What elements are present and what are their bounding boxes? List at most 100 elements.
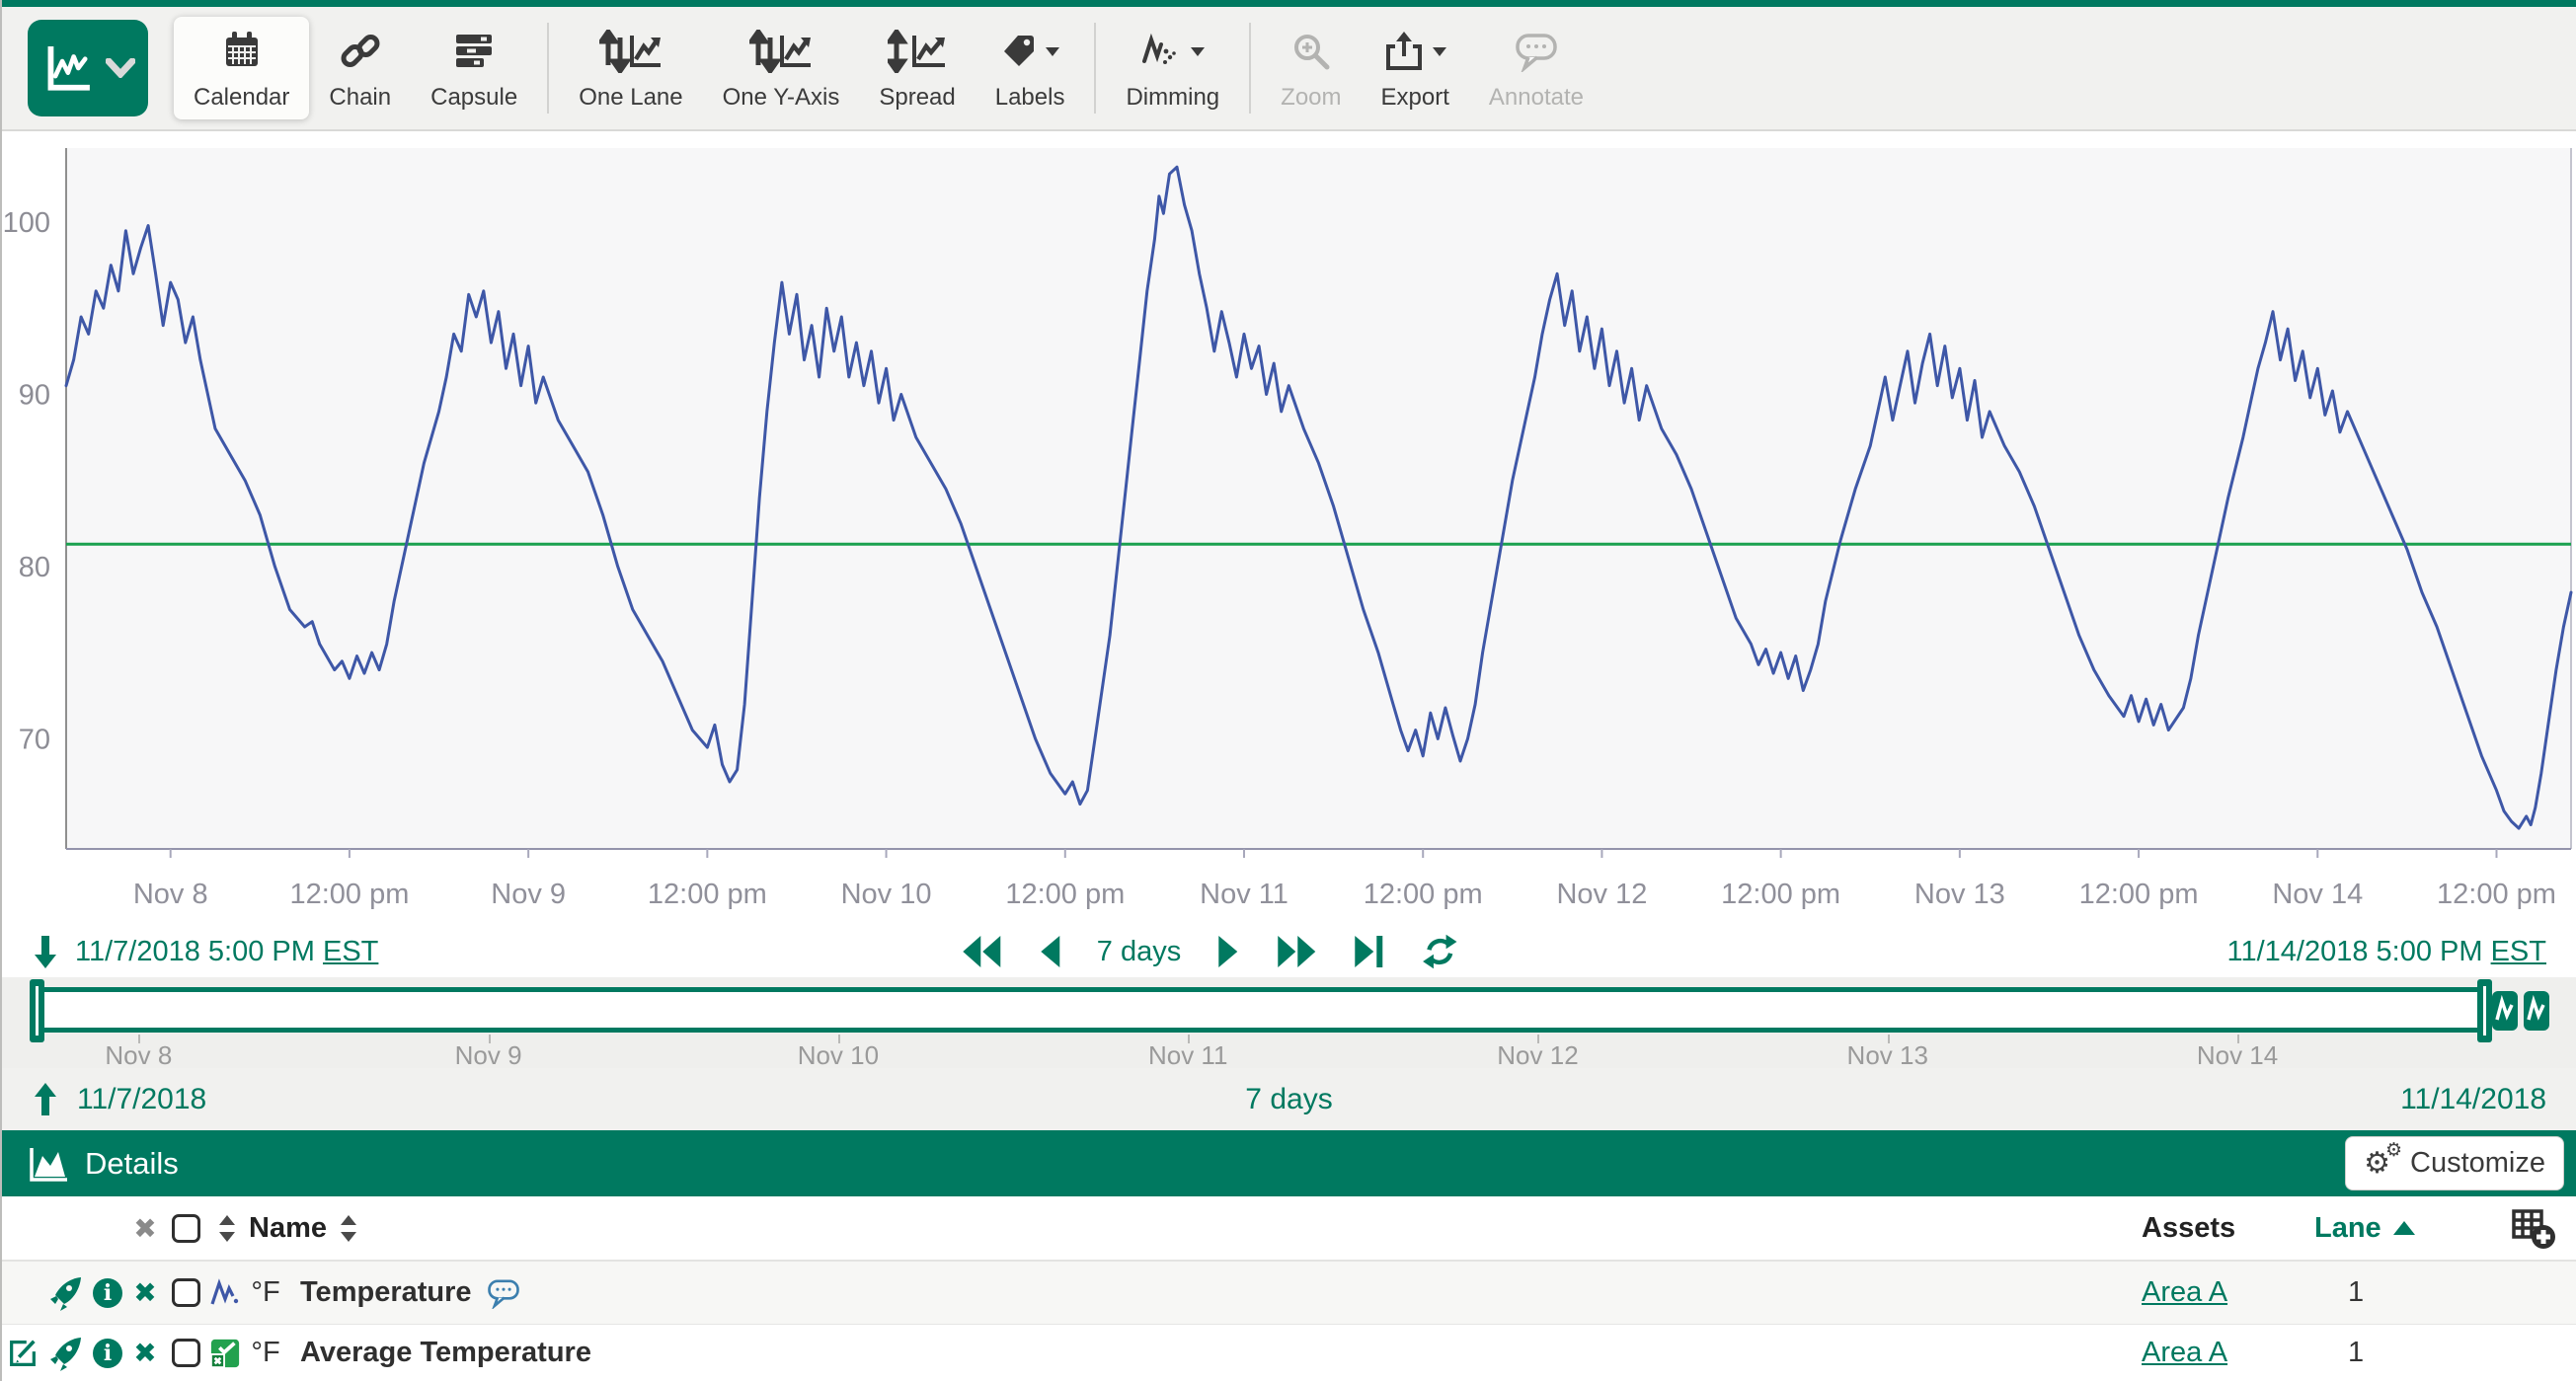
asset-link[interactable]: Area A <box>2142 1337 2228 1368</box>
lane-column-header[interactable]: Lane <box>2314 1211 2381 1244</box>
capsule-button-label: Capsule <box>430 84 518 111</box>
y-axis-label: 80 <box>19 552 50 583</box>
dimming-button[interactable]: Dimming <box>1106 17 1239 119</box>
item-name[interactable]: Average Temperature <box>300 1337 591 1368</box>
remove-all-icon[interactable]: ✖ <box>133 1212 157 1244</box>
select-all-checkbox[interactable] <box>171 1213 200 1243</box>
trend-chart[interactable]: 70 80 90 100 Nov 8 12:00 pm Nov 9 12:00 pm Nov 1… <box>2 131 2576 926</box>
timebar-left-handle[interactable] <box>30 979 44 1042</box>
sort-asc-icon <box>2392 1221 2415 1235</box>
step-back-button[interactable] <box>1038 935 1061 968</box>
one-lane-button-label: One Lane <box>579 84 683 111</box>
assets-column-header[interactable]: Assets <box>2142 1211 2236 1244</box>
chain-button[interactable]: Chain <box>309 17 411 119</box>
step-back-fast-button[interactable] <box>961 935 1002 968</box>
step-to-end-button[interactable] <box>1353 935 1384 968</box>
timebar-tick <box>1188 1035 1191 1043</box>
spread-button-label: Spread <box>879 84 956 111</box>
sort-icon[interactable] <box>219 1214 235 1242</box>
calendar-button[interactable]: Calendar <box>174 17 310 119</box>
x-axis-label: 12:00 pm <box>1005 879 1125 910</box>
x-axis-label: 12:00 pm <box>648 879 767 910</box>
spread-button[interactable]: Spread <box>859 17 975 119</box>
asset-swap-rocket-icon[interactable] <box>48 1336 84 1371</box>
refresh-icon[interactable] <box>1420 933 1459 970</box>
range-start-link[interactable]: 11/7/2018 5:00 PM EST <box>75 935 379 967</box>
zoom-button: Zoom <box>1261 17 1361 119</box>
display-range-row: 11/7/2018 5:00 PM EST 7 days 11/14/2018 … <box>2 926 2576 977</box>
toolbar-divider <box>1249 23 1252 114</box>
table-row-average-temperature[interactable]: i ✖ °F Average Temperature Area A 1 <box>2 1325 2576 1381</box>
step-forward-fast-button[interactable] <box>1276 935 1317 968</box>
x-axis-label: 12:00 pm <box>289 879 409 910</box>
one-lane-button[interactable]: One Lane <box>559 17 702 119</box>
zoom-icon <box>1290 27 1332 76</box>
plot-area <box>66 148 2571 849</box>
dual-trend-icon[interactable] <box>2491 989 2552 1037</box>
trend-view-menu-button[interactable] <box>28 20 148 116</box>
investigate-duration[interactable]: 7 days <box>1245 1082 1333 1115</box>
timebar-tick <box>1887 1035 1890 1043</box>
sort-icon[interactable] <box>341 1214 356 1242</box>
one-lane-icon <box>598 27 663 76</box>
x-axis-label: Nov 14 <box>2272 879 2363 910</box>
step-forward-button[interactable] <box>1216 935 1240 968</box>
edit-formula-icon[interactable] <box>6 1337 39 1370</box>
dimming-button-label: Dimming <box>1126 84 1220 111</box>
customize-button[interactable]: ⚙ ⚙ Customize <box>2345 1136 2564 1190</box>
caret-down-icon <box>1046 47 1060 56</box>
table-row-temperature[interactable]: i ✖ °F Temperature Area A 1 <box>2 1262 2576 1325</box>
arrow-down-icon <box>35 936 56 968</box>
range-end-link[interactable]: 11/14/2018 5:00 PM EST <box>2226 935 2546 967</box>
remove-item-icon[interactable]: ✖ <box>133 1277 157 1308</box>
asset-link[interactable]: Area A <box>2142 1276 2228 1308</box>
customize-button-label: Customize <box>2410 1147 2545 1179</box>
export-button[interactable]: Export <box>1362 17 1469 119</box>
capsule-button[interactable]: Capsule <box>411 17 537 119</box>
arrow-up-icon <box>35 1082 56 1115</box>
duration-display[interactable]: 7 days <box>1096 935 1182 967</box>
one-y-axis-icon <box>748 27 813 76</box>
lane-value: 1 <box>2348 1276 2365 1308</box>
chain-icon <box>339 27 382 76</box>
timebar-label: Nov 13 <box>1846 1040 1928 1070</box>
x-axis-label: 12:00 pm <box>2079 879 2199 910</box>
x-axis-label: Nov 11 <box>1200 879 1288 910</box>
timebar-right-handle[interactable] <box>2477 979 2492 1042</box>
timebar-range-selector[interactable] <box>30 979 2492 1042</box>
labels-button-label: Labels <box>994 84 1065 111</box>
timebar-label: Nov 14 <box>2196 1040 2279 1070</box>
info-icon[interactable]: i <box>93 1277 122 1308</box>
trend-logo-icon <box>47 45 90 91</box>
unit-label: °F <box>251 1337 280 1368</box>
y-axis-label: 90 <box>19 379 50 411</box>
name-column-header[interactable]: Name <box>249 1211 327 1244</box>
chevron-down-icon <box>106 58 135 78</box>
item-name[interactable]: Temperature <box>300 1276 472 1308</box>
details-table-header: ✖ Name Assets Lane <box>2 1196 2576 1262</box>
asset-swap-rocket-icon[interactable] <box>48 1275 84 1311</box>
investigate-start-date[interactable]: 11/7/2018 <box>77 1082 207 1115</box>
investigate-end-date[interactable]: 11/14/2018 <box>2400 1082 2546 1115</box>
timebar: Nov 8 Nov 9 Nov 10 Nov 11 Nov 12 Nov 13 Nov 14 <box>2 977 2576 1070</box>
one-y-axis-button[interactable]: One Y-Axis <box>703 17 860 119</box>
x-axis-label: Nov 12 <box>1556 879 1647 910</box>
x-axis-label: Nov 9 <box>491 879 566 910</box>
trend-chart-container: 70 80 90 100 Nov 8 12:00 pm Nov 9 12:00 pm Nov 1… <box>2 131 2576 926</box>
lane-value: 1 <box>2348 1337 2365 1368</box>
details-title: Details <box>85 1145 179 1181</box>
remove-item-icon[interactable]: ✖ <box>133 1338 157 1368</box>
export-button-label: Export <box>1380 84 1449 111</box>
details-panel-header: Details ⚙ ⚙ Customize <box>2 1130 2576 1196</box>
labels-button[interactable]: Labels <box>976 17 1085 119</box>
details-chart-icon <box>30 1147 67 1182</box>
row-checkbox[interactable] <box>171 1278 200 1307</box>
add-column-icon[interactable] <box>2511 1208 2558 1252</box>
row-checkbox[interactable] <box>171 1339 200 1367</box>
one-y-axis-button-label: One Y-Axis <box>722 84 840 111</box>
signal-icon <box>210 1277 239 1305</box>
info-icon[interactable]: i <box>93 1338 122 1368</box>
top-accent-bar <box>2 0 2576 7</box>
annotation-bubble-icon[interactable] <box>486 1277 521 1309</box>
x-axis-label: Nov 13 <box>1914 879 2005 910</box>
